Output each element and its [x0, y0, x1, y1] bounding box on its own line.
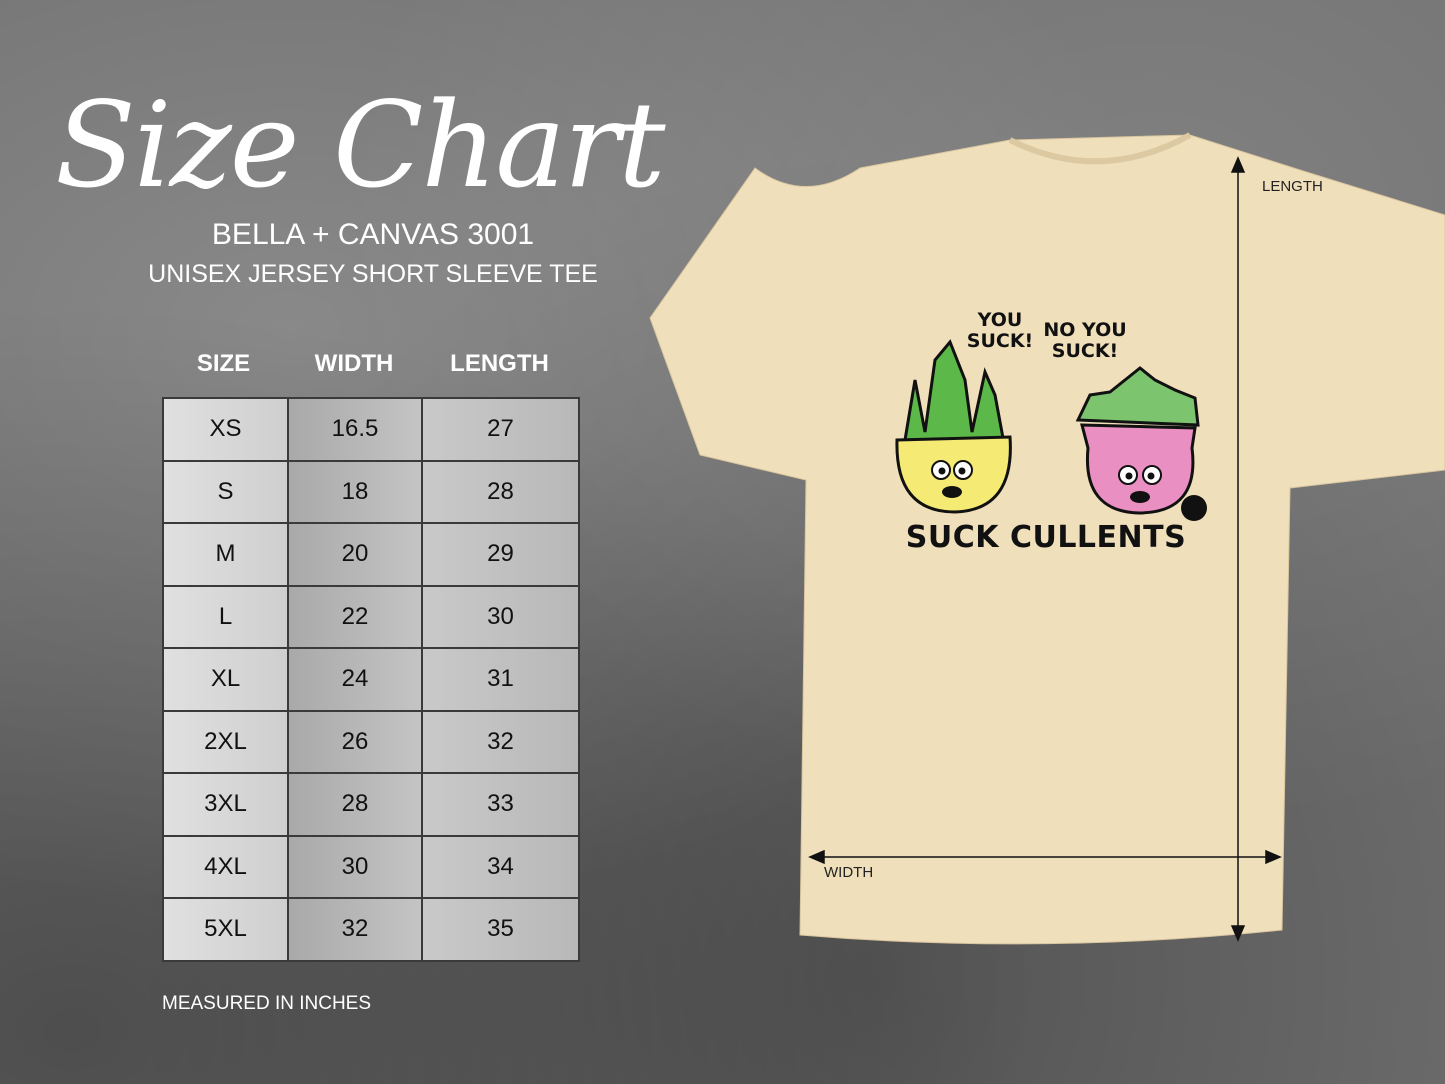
size-cell: 3XL — [162, 772, 289, 837]
width-cell: 22 — [287, 584, 423, 649]
speech-right: NO YOU SUCK! — [1043, 319, 1127, 362]
size-cell: L — [162, 584, 289, 649]
width-cell: 30 — [287, 834, 423, 899]
shirt-slogan: SUCK CULLENTS — [905, 520, 1187, 555]
product-model: BELLA + CANVAS 3001 — [211, 218, 535, 251]
units-note: MEASURED IN INCHES — [162, 993, 372, 1014]
width-cell: 32 — [287, 897, 423, 962]
yellow-pot-illustration — [895, 339, 1012, 514]
width-arrow — [808, 849, 1282, 865]
size-row: XL 24 31 — [162, 647, 580, 712]
length-label: LENGTH — [1262, 178, 1323, 195]
length-cell: 30 — [421, 584, 580, 649]
size-row: 4XL 30 34 — [162, 834, 580, 899]
size-cell: 2XL — [162, 709, 289, 774]
size-cell: XL — [162, 647, 289, 712]
tshirt-body — [649, 134, 1445, 945]
tshirt-collar — [1008, 132, 1192, 165]
speech-left: YOU SUCK! — [966, 309, 1034, 352]
length-cell: 33 — [421, 772, 580, 837]
size-table: XS 16.5 27 S 18 28 M 20 29 L 22 30 XL 24 31 2XL 26 32 3XL 2… — [162, 397, 580, 962]
size-row: M 20 29 — [162, 522, 580, 587]
length-cell: 35 — [421, 897, 580, 962]
width-cell: 26 — [287, 709, 423, 774]
todd-art-logo — [1181, 495, 1207, 521]
length-arrow — [1230, 156, 1246, 942]
size-row: XS 16.5 27 — [162, 397, 580, 462]
header-length: LENGTH — [450, 350, 549, 377]
product-description: UNISEX JERSEY SHORT SLEEVE TEE — [148, 260, 598, 288]
length-cell: 28 — [421, 459, 580, 524]
size-cell: M — [162, 522, 289, 587]
pink-pot-illustration — [1075, 366, 1207, 521]
length-cell: 32 — [421, 709, 580, 774]
header-width: WIDTH — [314, 350, 394, 377]
width-label: WIDTH — [824, 864, 874, 881]
length-cell: 31 — [421, 647, 580, 712]
width-cell: 20 — [287, 522, 423, 587]
header-size: SIZE — [196, 350, 251, 377]
size-cell: XS — [162, 397, 289, 462]
width-cell: 24 — [287, 647, 423, 712]
size-cell: S — [162, 459, 289, 524]
width-cell: 18 — [287, 459, 423, 524]
width-cell: 28 — [287, 772, 423, 837]
size-row: S 18 28 — [162, 459, 580, 524]
size-cell: 4XL — [162, 834, 289, 899]
size-row: L 22 30 — [162, 584, 580, 649]
size-row: 5XL 32 35 — [162, 897, 580, 962]
length-cell: 27 — [421, 397, 580, 462]
page-title: Size Chart — [55, 76, 666, 214]
width-cell: 16.5 — [287, 397, 423, 462]
length-cell: 34 — [421, 834, 580, 899]
length-cell: 29 — [421, 522, 580, 587]
size-row: 3XL 28 33 — [162, 772, 580, 837]
size-cell: 5XL — [162, 897, 289, 962]
size-row: 2XL 26 32 — [162, 709, 580, 774]
